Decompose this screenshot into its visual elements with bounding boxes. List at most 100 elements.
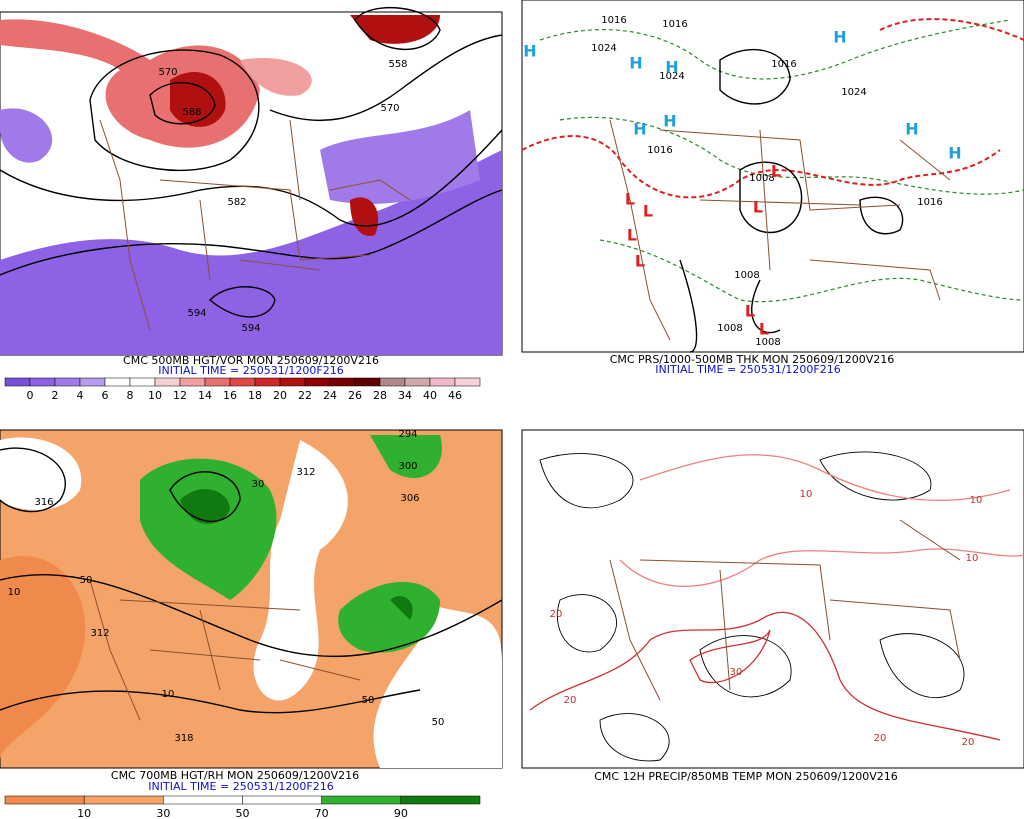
- colorbar-label: 46: [448, 389, 462, 402]
- colorbar-label: 34: [398, 389, 412, 402]
- contour-label: 1016: [917, 197, 942, 208]
- temp-contour: [619, 548, 1024, 588]
- contour-label: 50: [80, 575, 93, 586]
- contour-label: 1016: [771, 59, 796, 70]
- contour-label: 1024: [659, 71, 684, 82]
- colorbar-label: 30: [156, 807, 170, 819]
- temp-contour: [529, 611, 1001, 741]
- panel-caption: CMC 700MB HGT/RH MON 250609/1200V216: [111, 769, 359, 782]
- vorticity-area: [170, 15, 440, 236]
- colorbar-label: 8: [127, 389, 134, 402]
- colorbar-swatch: [229, 377, 256, 387]
- temp-contour: [689, 629, 771, 684]
- panel-caption: CMC 500MB HGT/VOR MON 250609/1200V216: [123, 354, 379, 367]
- low-marker: L: [759, 320, 769, 339]
- colorbar-swatch: [242, 795, 322, 805]
- contour-label: 300: [398, 461, 417, 472]
- height-contour: [0, 573, 503, 658]
- colorbar-label: 4: [77, 389, 84, 402]
- boundaries: [89, 579, 361, 721]
- precip-contour: [539, 451, 965, 762]
- low-marker: L: [745, 302, 755, 321]
- contour-label: 20: [874, 733, 887, 744]
- colorbar-label: 20: [273, 389, 287, 402]
- contour-label: 318: [174, 733, 193, 744]
- colorbar-swatch: [79, 377, 106, 387]
- contour-label: 594: [241, 323, 260, 334]
- colorbar-label: 22: [298, 389, 312, 402]
- contour-label: 570: [380, 103, 399, 114]
- isobar: [679, 259, 781, 353]
- low-marker: L: [753, 198, 763, 217]
- low-marker: L: [627, 226, 637, 245]
- thickness: [539, 19, 1011, 80]
- colorbar-swatch: [379, 377, 406, 387]
- humidity-area: [0, 556, 86, 760]
- humidity-area: [140, 435, 442, 653]
- boundaries: [609, 119, 951, 341]
- colorbar-swatch: [204, 377, 231, 387]
- low-marker: L: [625, 190, 635, 209]
- panel-500mb: 570 588 558 570 582 594 594 CMC 500MB HG…: [0, 7, 503, 402]
- contour-label: 306: [400, 493, 419, 504]
- colorbar-swatch: [129, 377, 156, 387]
- contour-label: 10: [162, 689, 175, 700]
- high-marker: H: [905, 120, 918, 139]
- height-contour: [0, 447, 66, 513]
- colorbar-label: 28: [373, 389, 387, 402]
- vorticity-area: [240, 58, 312, 96]
- colorbar-label: 18: [248, 389, 262, 402]
- low-marker: L: [635, 252, 645, 271]
- high-marker: H: [523, 42, 536, 61]
- colorbar-swatch: [4, 795, 85, 805]
- panel-precip: 10 10 20 20 30 20 10 20 CMC 12H PRECIP/8…: [521, 429, 1024, 783]
- contour: [269, 34, 503, 122]
- high-marker: H: [948, 144, 961, 163]
- contour-label: 30: [730, 667, 743, 678]
- contour-label: 558: [388, 59, 407, 70]
- panel-700mb: 316 312 10 50 294 300 306 312 318 30 50 …: [0, 429, 503, 819]
- initial-time: INITIAL TIME = 250531/1200F216: [148, 780, 333, 793]
- colorbar-label: 10: [77, 807, 91, 819]
- low-marker: L: [771, 162, 781, 181]
- contour-label: 30: [252, 479, 265, 490]
- initial-time: INITIAL TIME = 250531/1200F216: [655, 363, 840, 376]
- colorbar-swatch: [54, 377, 81, 387]
- colorbar-swatch: [29, 377, 56, 387]
- vorticity-area: [0, 150, 502, 355]
- contour-label: 316: [34, 497, 53, 508]
- colorbar-swatch: [4, 377, 31, 387]
- contour-label: 20: [564, 695, 577, 706]
- boundaries: [99, 119, 411, 331]
- contour-label: 1016: [647, 145, 672, 156]
- colorbar-label: 24: [323, 389, 337, 402]
- colorbar-swatch: [254, 377, 281, 387]
- contour-label: 588: [182, 107, 201, 118]
- contour-label: 1008: [717, 323, 742, 334]
- colorbar: 0 2 4 6 8 10 12 14 16 18 20 22 24 26 28 34 40 46: [4, 377, 481, 402]
- contour-label: 1016: [601, 15, 626, 26]
- isobar: [719, 48, 791, 105]
- panel-pressure: 1016 1024 1016 1024 1016 1024 1016 1008 …: [521, 0, 1024, 376]
- colorbar-swatch: [163, 795, 243, 805]
- contour-label: 594: [187, 308, 206, 319]
- colorbar-label: 26: [348, 389, 362, 402]
- contour-label: 312: [90, 628, 109, 639]
- contour-label: 20: [550, 609, 563, 620]
- colorbar-label: 2: [52, 389, 59, 402]
- colorbar-label: 12: [173, 389, 187, 402]
- contour: [0, 129, 503, 227]
- high-marker: H: [833, 28, 846, 47]
- colorbar-label: 16: [223, 389, 237, 402]
- contour-label: 1024: [591, 43, 616, 54]
- contour-label: 1008: [749, 173, 774, 184]
- contour-label: 10: [970, 495, 983, 506]
- contour-label: 10: [800, 489, 813, 500]
- contour-label: 20: [962, 737, 975, 748]
- colorbar-swatch: [429, 377, 456, 387]
- colorbar-swatch: [154, 377, 181, 387]
- colorbar-label: 10: [148, 389, 162, 402]
- contour-label: 10: [8, 587, 21, 598]
- high-marker: H: [663, 112, 676, 131]
